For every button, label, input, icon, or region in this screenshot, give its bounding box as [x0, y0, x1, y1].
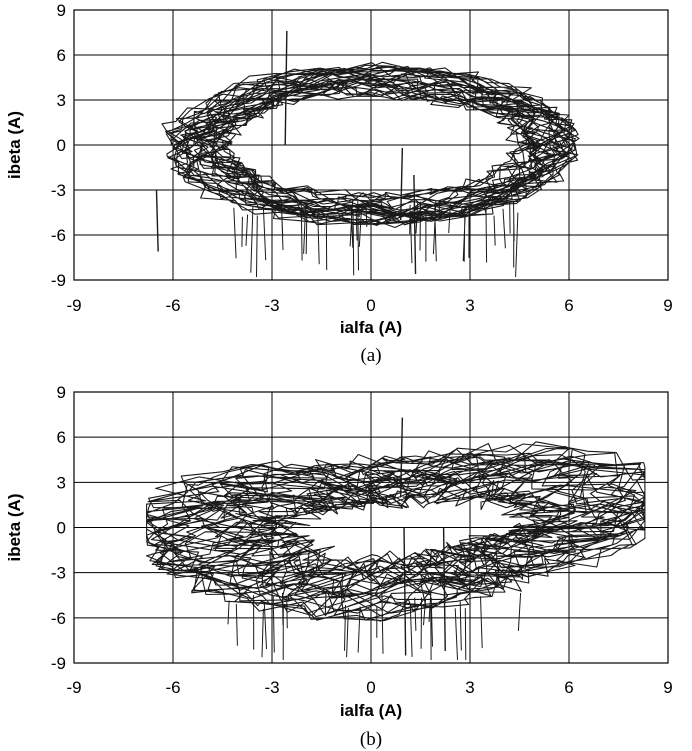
panel-b-xtick-label: 6 — [564, 678, 573, 697]
panel-b-spike-0 — [403, 527, 407, 656]
panel-b-spike-1 — [442, 527, 446, 651]
panel-a-spike-0 — [284, 30, 288, 146]
panel-a-xtick-label: -9 — [66, 296, 81, 315]
panel-a-xtick-label: -6 — [165, 296, 180, 315]
panel-a: 9 6 3 0 -3 -6 -9-9 -6 -3 0 3 6 9 ialfa (A) ibeta (A) (a… — [5, 1, 673, 366]
panel-a-ytick-label: -6 — [51, 226, 66, 245]
panel-b-xtick-label: -6 — [165, 678, 180, 697]
panel-b-xtick-label: -9 — [66, 678, 81, 697]
panel-a-ytick-label: -9 — [51, 271, 66, 290]
panel-b-y-axis-label: ibeta (A) — [5, 494, 24, 562]
panel-b-ytick-label: 9 — [57, 383, 66, 402]
panel-b-plot-frame — [73, 391, 669, 664]
panel-a-ytick-label: 9 — [57, 1, 66, 20]
panel-a-ytick-label: 6 — [57, 46, 66, 65]
panel-a-spike-3 — [155, 189, 159, 252]
panel-a-xtick-label: 9 — [663, 296, 672, 315]
panel-b-trajectory — [146, 441, 646, 622]
panel-a-caption: (a) — [360, 345, 381, 366]
panel-a-spike-1 — [413, 174, 417, 275]
panel-b-ytick-label: -9 — [51, 654, 66, 673]
panel-b-xtick-label: 9 — [663, 678, 672, 697]
panel-b-caption: (b) — [360, 729, 382, 750]
panel-a-trajectory — [161, 61, 580, 229]
panel-b-xtick-label: 3 — [465, 678, 474, 697]
panel-a-plot-frame — [73, 9, 669, 281]
panel-a-xtick-label: 3 — [465, 296, 474, 315]
panel-a-xtick-label: -3 — [264, 296, 279, 315]
panel-b-ripple-bursts — [227, 591, 522, 661]
panel-b-xtick-label: -3 — [264, 678, 279, 697]
panel-b-ytick-label: -6 — [51, 609, 66, 628]
panel-b-ytick-label: 3 — [57, 473, 66, 492]
panel-b: 9 6 3 0 -3 -6 -9-9 -6 -3 0 3 6 9 ialfa (A) ibeta (A) (b… — [5, 383, 673, 750]
panel-a-spike-2 — [400, 147, 404, 221]
panel-b-x-axis-label: ialfa (A) — [340, 701, 402, 720]
panel-a-xtick-label: 6 — [564, 296, 573, 315]
panel-a-x-axis-label: ialfa (A) — [340, 318, 402, 337]
panel-a-ytick-label: -3 — [51, 181, 66, 200]
panel-a-ytick-label: 0 — [57, 136, 66, 155]
panel-a-ripple-bursts — [233, 199, 519, 278]
panel-b-ytick-label: -3 — [51, 564, 66, 583]
panel-b-spike-2 — [400, 417, 404, 498]
panel-a-ytick-label: 3 — [57, 91, 66, 110]
panel-a-y-axis-label: ibeta (A) — [5, 111, 24, 179]
panel-b-xtick-label: 0 — [366, 678, 375, 697]
panel-b-ytick-label: 0 — [57, 519, 66, 538]
panel-a-xtick-label: 0 — [366, 296, 375, 315]
panel-b-ytick-label: 6 — [57, 428, 66, 447]
